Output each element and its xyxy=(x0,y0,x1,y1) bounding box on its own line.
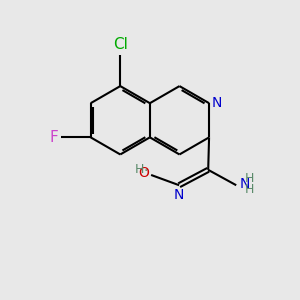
Text: N: N xyxy=(212,96,222,110)
Text: H: H xyxy=(245,183,254,196)
Text: O: O xyxy=(139,167,150,181)
Text: H: H xyxy=(134,163,144,176)
Text: F: F xyxy=(50,130,58,145)
Text: N: N xyxy=(174,188,184,202)
Text: Cl: Cl xyxy=(113,38,128,52)
Text: H: H xyxy=(245,172,254,185)
Text: N: N xyxy=(239,177,250,191)
Text: ·: · xyxy=(144,164,148,178)
